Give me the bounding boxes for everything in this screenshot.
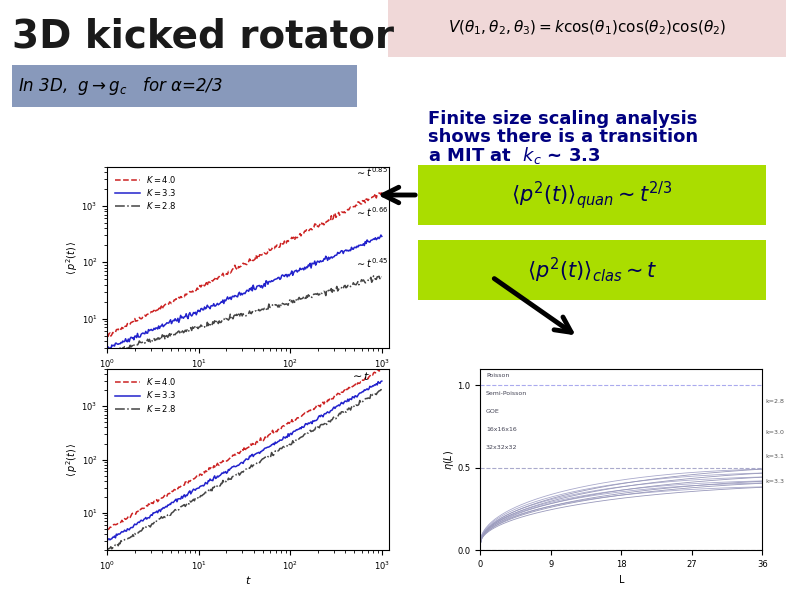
K=2.8 [377, 273, 387, 280]
K=4.0 [271, 429, 280, 436]
Text: $\langle p^2(t) \rangle_{clas} \sim t$: $\langle p^2(t) \rangle_{clas} \sim t$ [526, 255, 657, 284]
K=2.8 [265, 454, 275, 461]
Text: k=3.3: k=3.3 [765, 479, 784, 484]
K=2.8 [102, 347, 112, 355]
Legend: $K=4.0$, $K=3.3$, $K=2.8$: $K=4.0$, $K=3.3$, $K=2.8$ [111, 171, 180, 215]
K=3.3 [377, 233, 387, 240]
K=3.3 [271, 439, 280, 446]
K=3.3 [376, 231, 386, 239]
Y-axis label: $\langle\, p^2(t)\,\rangle$: $\langle\, p^2(t)\,\rangle$ [64, 442, 80, 477]
K=4.0 [103, 526, 113, 533]
K=2.8 [103, 349, 113, 356]
Line: K=2.8: K=2.8 [107, 276, 382, 352]
Text: 3D kicked rotator: 3D kicked rotator [12, 17, 394, 55]
Text: GOE: GOE [486, 409, 499, 414]
K=4.0 [103, 333, 113, 340]
Text: $V(\theta_1, \theta_2, \theta_3) = k\cos(\theta_1)\cos(\theta_2)\cos(\theta_2)$: $V(\theta_1, \theta_2, \theta_3) = k\cos… [448, 19, 727, 37]
K=2.8 [102, 547, 112, 554]
Text: k=3.1: k=3.1 [765, 453, 784, 459]
K=3.3 [265, 443, 275, 450]
K=2.8 [353, 280, 362, 287]
K=4.0 [335, 212, 345, 219]
Legend: $K=4.0$, $K=3.3$, $K=2.8$: $K=4.0$, $K=3.3$, $K=2.8$ [111, 373, 180, 417]
K=3.3 [334, 402, 344, 409]
K=2.8 [104, 348, 114, 355]
Text: k=3.0: k=3.0 [765, 430, 784, 435]
Text: Finite size scaling analysis: Finite size scaling analysis [428, 110, 697, 128]
K=3.3 [335, 250, 345, 257]
Y-axis label: $\langle\, p^2(t)\,\rangle$: $\langle\, p^2(t)\,\rangle$ [64, 240, 80, 275]
K=4.0 [102, 331, 112, 339]
K=4.0 [267, 246, 276, 253]
K=4.0 [351, 380, 360, 387]
K=3.3 [102, 344, 112, 351]
X-axis label: $t$: $t$ [245, 372, 252, 384]
Text: In 3D,  $g \rightarrow g_c$   for $\alpha$=2/3: In 3D, $g \rightarrow g_c$ for $\alpha$=… [18, 75, 223, 97]
K=3.3 [272, 275, 281, 283]
K=4.0 [353, 202, 362, 209]
Line: K=4.0: K=4.0 [107, 192, 382, 336]
K=2.8 [377, 386, 387, 393]
FancyBboxPatch shape [418, 165, 766, 225]
Line: K=3.3: K=3.3 [107, 381, 382, 541]
K=3.3 [103, 536, 113, 543]
K=2.8 [266, 453, 276, 460]
K=2.8 [272, 301, 281, 308]
K=3.3 [266, 278, 276, 286]
K=4.0 [266, 430, 276, 437]
Text: $\sim t^{0.45}$: $\sim t^{0.45}$ [355, 256, 388, 270]
Y-axis label: $\eta(L)$: $\eta(L)$ [442, 449, 456, 470]
Line: K=4.0: K=4.0 [107, 368, 382, 530]
Text: a MIT at  $k_c$ ~ 3.3: a MIT at $k_c$ ~ 3.3 [428, 145, 601, 165]
Text: $\sim t$: $\sim t$ [349, 369, 370, 382]
K=2.8 [271, 447, 280, 455]
K=2.8 [267, 302, 276, 309]
X-axis label: L: L [619, 575, 624, 585]
Text: Poisson: Poisson [486, 372, 510, 378]
Text: 16x16x16: 16x16x16 [486, 427, 517, 432]
Text: $\sim t^{0.66}$: $\sim t^{0.66}$ [355, 206, 388, 220]
K=4.0 [104, 330, 114, 337]
X-axis label: $t$: $t$ [245, 574, 252, 586]
K=3.3 [377, 377, 387, 384]
K=3.3 [267, 277, 276, 284]
FancyBboxPatch shape [418, 240, 766, 300]
K=3.3 [266, 443, 276, 450]
K=4.0 [272, 243, 281, 250]
K=2.8 [376, 386, 386, 393]
Text: k=2.8: k=2.8 [765, 399, 784, 404]
K=3.3 [106, 346, 116, 353]
K=2.8 [266, 304, 276, 311]
K=2.8 [351, 402, 360, 409]
K=3.3 [103, 343, 113, 350]
K=2.8 [103, 545, 113, 552]
K=3.3 [353, 243, 362, 250]
K=3.3 [351, 393, 360, 400]
K=4.0 [377, 188, 387, 195]
Line: K=2.8: K=2.8 [107, 390, 382, 550]
K=4.0 [377, 365, 387, 372]
K=4.0 [102, 527, 112, 534]
Line: K=3.3: K=3.3 [107, 235, 382, 349]
FancyBboxPatch shape [388, 0, 786, 57]
Text: shows there is a transition: shows there is a transition [428, 128, 698, 146]
FancyBboxPatch shape [12, 65, 357, 107]
K=4.0 [266, 247, 276, 254]
Text: $\sim t^{0.85}$: $\sim t^{0.85}$ [355, 165, 388, 180]
K=4.0 [334, 390, 344, 397]
K=2.8 [334, 411, 344, 418]
Text: Semi-Poisson: Semi-Poisson [486, 391, 527, 396]
K=2.8 [368, 273, 378, 280]
Text: 32x32x32: 32x32x32 [486, 445, 518, 450]
K=4.0 [265, 431, 275, 438]
Text: $\langle p^2(t) \rangle_{quan} \sim t^{2/3}$: $\langle p^2(t) \rangle_{quan} \sim t^{2… [511, 179, 673, 211]
K=2.8 [335, 284, 345, 292]
K=3.3 [102, 537, 112, 544]
